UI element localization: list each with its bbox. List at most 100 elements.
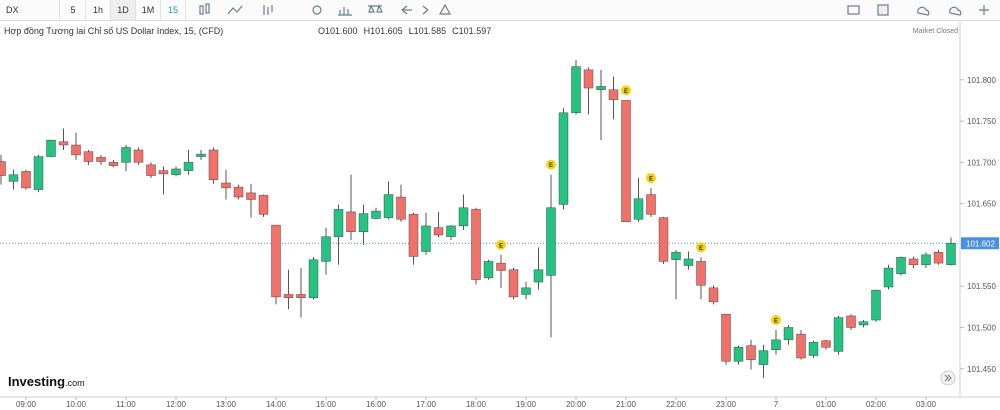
candle-body xyxy=(496,262,506,271)
candle-body xyxy=(546,207,556,276)
candle-body xyxy=(433,227,444,236)
y-tick-label: 101.450 xyxy=(967,365,996,374)
candle-body xyxy=(421,225,431,252)
candle-body xyxy=(121,147,131,163)
interval-button[interactable]: 15 xyxy=(161,0,186,20)
candle-body xyxy=(746,345,756,360)
candle-body xyxy=(833,317,844,352)
event-label: E xyxy=(499,243,503,249)
icon-studies[interactable] xyxy=(338,7,352,16)
chart-title: Hợp đồng Tương lai Chỉ số US Dollar Inde… xyxy=(4,26,223,36)
candle-body xyxy=(71,144,81,156)
candle-body xyxy=(458,207,469,227)
event-label: E xyxy=(549,163,553,169)
x-tick-label: 03:00 xyxy=(916,400,937,409)
candle-body xyxy=(183,162,194,171)
candle-body xyxy=(571,66,581,114)
icon-cloud-load[interactable] xyxy=(949,6,962,16)
candle-body xyxy=(658,217,669,262)
candle-body xyxy=(196,153,206,157)
ohlc-value: 101.585 xyxy=(414,26,447,36)
candle-body xyxy=(683,258,694,266)
title-text: Hợp đồng Tương lai Chỉ số US Dollar Inde… xyxy=(4,26,223,36)
candle-body xyxy=(846,315,856,328)
event-label: E xyxy=(699,246,703,252)
y-tick-label: 101.650 xyxy=(967,200,996,209)
candle-body xyxy=(283,294,294,298)
candle-body xyxy=(33,156,44,190)
logo-brand: Investing xyxy=(8,374,65,389)
x-tick-label: 11:00 xyxy=(116,400,136,409)
x-tick-label: 21:00 xyxy=(616,400,637,409)
interval-button[interactable]: 1M xyxy=(136,0,161,20)
x-tick-label: 15:00 xyxy=(316,400,337,409)
candle-body xyxy=(783,327,794,341)
interval-button[interactable]: 1h xyxy=(86,0,111,20)
icon-layout[interactable] xyxy=(877,4,889,16)
x-tick-label: 18:00 xyxy=(466,400,487,409)
icon-fullscreen[interactable] xyxy=(979,5,989,15)
candle-body xyxy=(308,259,319,298)
x-tick-label: 19:00 xyxy=(516,400,537,409)
event-label: E xyxy=(624,89,628,95)
icon-settings[interactable] xyxy=(312,5,322,15)
candle-body xyxy=(483,261,494,279)
market-status: Market Closed xyxy=(913,28,958,35)
x-tick-label: 13:00 xyxy=(216,400,237,409)
icon-indicators[interactable] xyxy=(227,5,243,15)
y-tick-label: 101.700 xyxy=(967,158,996,167)
y-tick-label: 101.800 xyxy=(967,76,996,85)
x-tick-label: 7 xyxy=(774,400,779,409)
event-marker xyxy=(646,172,656,183)
candle-body xyxy=(933,252,944,264)
interval-button[interactable]: 5 xyxy=(61,0,86,20)
x-tick-label: 16:00 xyxy=(366,400,387,409)
interval-button[interactable]: 1D xyxy=(111,0,136,20)
event-marker xyxy=(696,242,706,253)
candle-body xyxy=(508,269,519,298)
candle-body xyxy=(733,347,744,362)
chart: Hợp đồng Tương lai Chỉ số US Dollar Inde… xyxy=(0,21,1000,410)
x-tick-label: 23:00 xyxy=(716,400,737,409)
icon-snapshot[interactable] xyxy=(847,5,860,15)
candle-body xyxy=(133,149,144,163)
candle-body xyxy=(233,186,244,198)
icon-tools[interactable] xyxy=(263,5,273,15)
ohlc-key: O xyxy=(318,26,325,36)
candle-body xyxy=(396,196,406,220)
toolbar-right-icons xyxy=(847,4,989,16)
candle-body xyxy=(921,254,931,265)
ohlc-key: L xyxy=(409,26,414,36)
event-label: E xyxy=(774,318,778,324)
candle-body xyxy=(408,214,419,257)
candle-body xyxy=(0,161,6,176)
x-tick-label: 01:00 xyxy=(816,400,837,409)
icon-undo[interactable] xyxy=(401,5,412,15)
candle-body xyxy=(821,340,831,348)
candle-body xyxy=(246,192,256,200)
symbol-box[interactable]: DX xyxy=(0,0,60,20)
icon-compare[interactable] xyxy=(368,4,383,13)
logo-suffix: .com xyxy=(65,378,85,388)
candle-body xyxy=(758,350,769,365)
ohlc-key: C xyxy=(452,26,459,36)
candle-body xyxy=(871,290,881,321)
candle-body xyxy=(521,287,531,295)
candle-body xyxy=(558,112,569,205)
candle-body xyxy=(446,225,456,237)
candle-body xyxy=(633,198,644,220)
toolbar-icons xyxy=(199,3,452,16)
candle-body xyxy=(208,149,219,180)
icon-redo[interactable] xyxy=(422,5,429,15)
candle-body xyxy=(896,257,906,275)
event-marker xyxy=(546,159,556,170)
candle-body xyxy=(533,269,544,283)
candle-body xyxy=(808,342,819,356)
icon-cloud-save[interactable] xyxy=(917,6,930,16)
candle-body xyxy=(46,139,56,157)
candle-body xyxy=(383,194,394,218)
icon-alert[interactable] xyxy=(438,3,452,15)
icon-candles[interactable] xyxy=(199,5,204,15)
y-tick-label: 101.550 xyxy=(967,282,996,291)
